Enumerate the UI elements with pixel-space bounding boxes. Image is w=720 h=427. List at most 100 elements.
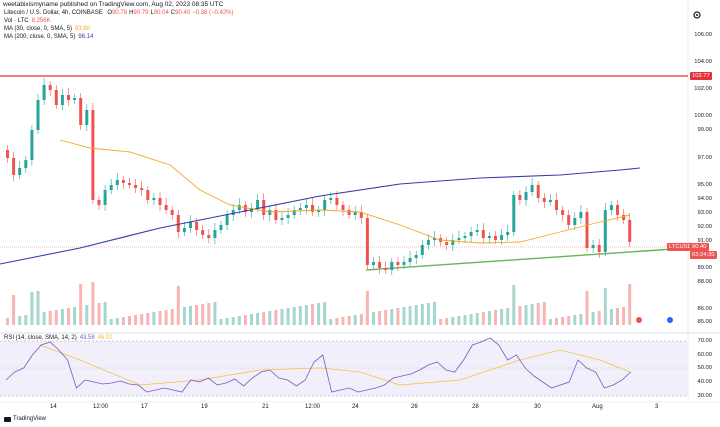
volume-bar <box>341 317 345 325</box>
volume-bar <box>433 302 436 325</box>
volume-bar <box>292 307 296 325</box>
volume-bar <box>347 316 351 325</box>
candle <box>243 205 247 212</box>
volume-bar <box>335 318 339 325</box>
volume-bar <box>42 312 46 325</box>
candle <box>463 236 467 238</box>
candle <box>579 212 583 218</box>
volume-bar <box>286 308 290 325</box>
candle <box>378 262 382 268</box>
candle <box>207 235 211 238</box>
tradingview-logo[interactable]: TradingView <box>4 416 46 422</box>
volume-bar <box>372 312 375 325</box>
volume-bar <box>91 282 95 325</box>
candle <box>140 188 144 190</box>
symbol-legend[interactable]: Litecoin / U.S. Dollar, 4h, COINBASE O90… <box>4 10 240 16</box>
volume-bar <box>201 304 205 325</box>
ma200-line <box>0 167 641 265</box>
volume-bar <box>97 303 101 325</box>
volume-bar <box>378 311 382 325</box>
volume-bar <box>420 304 424 325</box>
candle <box>585 212 589 248</box>
candle <box>176 215 180 232</box>
time-axis-label: 17 <box>141 404 148 410</box>
candle <box>195 222 199 230</box>
price-axis-label: 97.00 <box>697 155 712 161</box>
currency-icon <box>636 317 642 323</box>
rsi-legend[interactable]: RSI (14, close, SMA, 14, 2) 43.58 46.02 <box>4 335 113 341</box>
candle <box>73 98 77 100</box>
time-axis-label: Aug <box>592 404 603 410</box>
candle <box>280 218 284 220</box>
volume-bar <box>231 317 235 325</box>
candle <box>372 262 375 265</box>
volume-bar <box>329 319 333 325</box>
candle <box>237 205 241 210</box>
time-axis-label: 28 <box>472 404 479 410</box>
volume-bar <box>79 284 83 325</box>
price-axis-label: 99.00 <box>697 127 712 133</box>
price-axis-label: 92.00 <box>697 224 712 230</box>
rsi-axis-label: 30.00 <box>697 393 712 399</box>
volume-bar <box>573 315 577 325</box>
candle <box>268 210 272 215</box>
candle <box>152 198 156 200</box>
candle <box>189 222 192 228</box>
candle <box>24 160 28 168</box>
candle <box>494 236 497 240</box>
candle <box>298 208 302 210</box>
price-axis-label: 100.00 <box>694 113 712 119</box>
candle <box>103 190 107 205</box>
volume-legend[interactable]: Vol · LTC 8.256K <box>4 18 51 24</box>
volume-bar <box>54 310 58 325</box>
volume-bar <box>158 311 162 325</box>
candle <box>18 168 22 175</box>
candle <box>506 232 510 235</box>
candle <box>414 255 418 258</box>
volume-bar <box>48 311 52 325</box>
candle <box>170 210 174 215</box>
candle <box>42 85 46 100</box>
volume-bar <box>384 310 388 325</box>
candle <box>219 225 223 230</box>
candle <box>512 195 516 232</box>
volume-bar <box>426 303 430 325</box>
candle <box>91 110 95 200</box>
volume-bar <box>555 318 558 325</box>
candle <box>555 200 558 210</box>
candle <box>518 195 522 200</box>
candle <box>597 245 601 252</box>
volume-bar <box>591 312 595 325</box>
volume-bar <box>524 305 528 325</box>
candle <box>286 215 290 218</box>
volume-bar <box>561 317 565 325</box>
volume-bar <box>60 309 64 325</box>
candle <box>274 210 278 220</box>
candle <box>469 232 473 236</box>
price-axis-label: 104.00 <box>694 59 712 65</box>
ma200-legend[interactable]: MA (200, close, 0, SMA, 5) 96.14 <box>4 34 94 40</box>
volume-bar <box>494 310 497 325</box>
candle <box>622 215 626 220</box>
gear-icon[interactable] <box>692 10 702 20</box>
volume-bar <box>353 315 357 325</box>
volume-bar <box>36 291 40 325</box>
volume-bar <box>6 318 9 325</box>
volume-bar <box>67 308 70 325</box>
candle <box>164 205 168 210</box>
candle <box>420 245 424 255</box>
candle <box>609 205 613 210</box>
candle <box>256 200 260 208</box>
ma30-legend[interactable]: MA (30, close, 0, SMA, 5) 93.80 <box>4 26 91 32</box>
candle <box>335 198 339 205</box>
candle <box>201 230 205 235</box>
volume-bar <box>323 302 327 325</box>
candle <box>48 85 52 90</box>
volume-bar <box>414 305 418 325</box>
volume-bar <box>530 304 534 325</box>
volume-bar <box>134 315 138 325</box>
support-trendline <box>365 247 689 271</box>
candle <box>433 238 436 240</box>
candle <box>548 200 552 202</box>
